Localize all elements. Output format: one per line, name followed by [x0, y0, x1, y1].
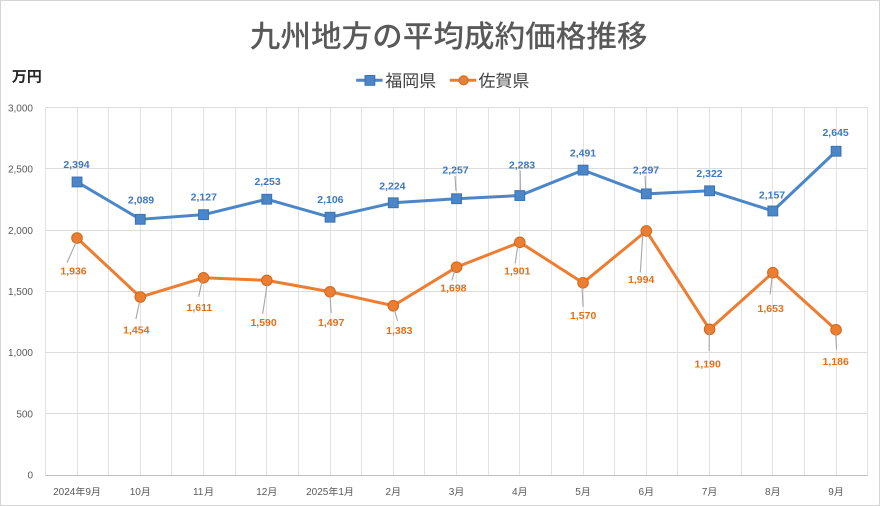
- svg-text:4: 4: [512, 487, 518, 498]
- svg-text:1,186: 1,186: [823, 356, 849, 368]
- svg-text:2,224: 2,224: [379, 181, 405, 193]
- svg-text:2,322: 2,322: [696, 168, 722, 180]
- svg-text:12: 12: [256, 487, 268, 498]
- svg-text:2,500: 2,500: [8, 165, 33, 176]
- svg-text:2024: 2024: [53, 487, 76, 498]
- svg-text:0: 0: [27, 471, 33, 482]
- svg-text:2025: 2025: [306, 487, 329, 498]
- svg-text:2,297: 2,297: [633, 164, 659, 176]
- svg-text:2,283: 2,283: [509, 160, 535, 172]
- svg-text:2,000: 2,000: [8, 226, 33, 237]
- svg-text:1,653: 1,653: [758, 303, 784, 315]
- svg-text:9: 9: [828, 487, 834, 498]
- svg-text:1,936: 1,936: [60, 266, 86, 278]
- svg-text:2,491: 2,491: [570, 147, 596, 159]
- svg-text:2,089: 2,089: [128, 195, 154, 207]
- svg-text:11: 11: [193, 487, 204, 498]
- svg-text:1,994: 1,994: [628, 274, 654, 286]
- svg-text:7: 7: [702, 487, 708, 498]
- svg-text:2,127: 2,127: [191, 191, 217, 203]
- svg-text:1,570: 1,570: [570, 310, 596, 322]
- svg-text:6: 6: [639, 487, 645, 498]
- svg-text:2,106: 2,106: [317, 194, 343, 206]
- svg-text:9: 9: [85, 487, 91, 498]
- svg-text:1,698: 1,698: [440, 283, 466, 295]
- svg-text:1,901: 1,901: [504, 266, 530, 278]
- svg-text:2,257: 2,257: [442, 164, 468, 176]
- svg-text:1,383: 1,383: [386, 325, 412, 337]
- svg-text:1,190: 1,190: [695, 359, 721, 371]
- svg-text:2,157: 2,157: [759, 189, 785, 201]
- svg-text:2,394: 2,394: [63, 159, 89, 171]
- svg-text:1,500: 1,500: [8, 287, 33, 298]
- svg-text:8: 8: [765, 487, 771, 498]
- svg-text:1,611: 1,611: [187, 302, 213, 314]
- svg-text:1,497: 1,497: [318, 317, 344, 329]
- svg-text:3,000: 3,000: [8, 103, 33, 114]
- svg-text:1: 1: [338, 487, 344, 498]
- svg-text:2,253: 2,253: [254, 176, 280, 188]
- svg-text:1,000: 1,000: [8, 348, 33, 359]
- svg-text:2: 2: [386, 487, 392, 498]
- svg-text:1,454: 1,454: [123, 324, 149, 336]
- svg-text:1,590: 1,590: [250, 317, 276, 329]
- svg-text:500: 500: [16, 409, 33, 420]
- svg-text:2,645: 2,645: [822, 127, 848, 139]
- svg-text:5: 5: [575, 487, 581, 498]
- svg-text:3: 3: [449, 487, 455, 498]
- svg-text:10: 10: [130, 487, 142, 498]
